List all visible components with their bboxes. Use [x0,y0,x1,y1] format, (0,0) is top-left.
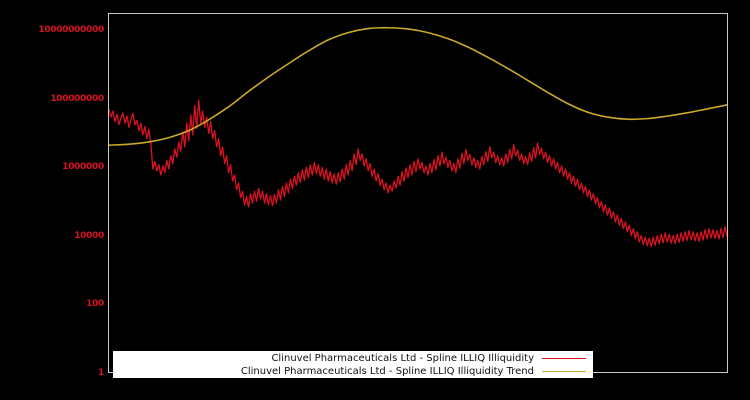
y-tick-label-0: 10000000000 [38,25,104,36]
series-line-illiquidity [109,99,727,248]
plot-frame [108,13,728,373]
legend-label-series: Clinuvel Pharmaceuticals Ltd - Spline IL… [271,352,534,364]
plot-area [109,14,727,372]
chart-legend: Clinuvel Pharmaceuticals Ltd - Spline IL… [113,351,593,378]
plot-svg [109,26,727,248]
y-tick-label-1: 100000000 [50,93,104,104]
y-tick-label-2: 1000000 [62,162,104,173]
legend-label-trend: Clinuvel Pharmaceuticals Ltd - Spline IL… [240,365,534,377]
legend-entry-trend: Clinuvel Pharmaceuticals Ltd - Spline IL… [113,365,593,378]
y-axis: 10000000000 100000000 1000000 10000 100 1 [0,0,104,400]
series-line-trend [109,26,727,146]
y-tick-label-5: 1 [98,368,104,378]
y-tick-label-3: 10000 [74,230,104,241]
legend-swatch-trend-icon [542,370,586,372]
legend-swatch-series-icon [542,357,586,359]
y-tick-label-4: 100 [86,299,104,310]
legend-entry-series: Clinuvel Pharmaceuticals Ltd - Spline IL… [113,352,593,365]
